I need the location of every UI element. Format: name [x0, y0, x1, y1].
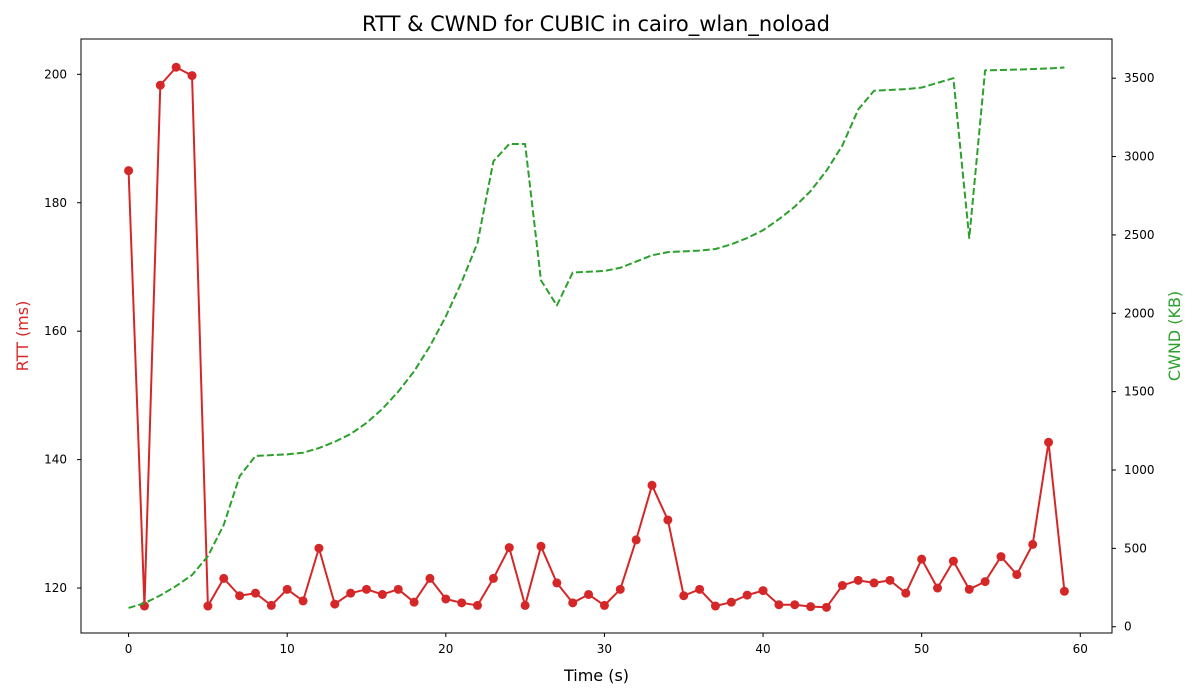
rtt-point [362, 584, 372, 594]
series-layer [124, 62, 1069, 612]
rtt-point [647, 480, 657, 490]
x-tick-label: 20 [438, 642, 453, 656]
rtt-point [774, 600, 784, 610]
rtt-point [821, 602, 831, 612]
rtt-point [742, 590, 752, 600]
rtt-point [901, 588, 911, 598]
rtt-point [695, 584, 705, 594]
y-left-tick-label: 180 [44, 196, 67, 210]
rtt-point [869, 578, 879, 588]
rtt-point [250, 588, 260, 598]
rtt-point [536, 541, 546, 551]
rtt-point [203, 601, 213, 611]
rtt-point [885, 575, 895, 585]
plot-frame [80, 38, 1113, 634]
rtt-point [441, 594, 451, 604]
y-right-tick-label: 3000 [1124, 150, 1155, 164]
rtt-point [488, 573, 498, 583]
rtt-point [377, 589, 387, 599]
y-right-tick-label: 1000 [1124, 463, 1155, 477]
rtt-point [124, 166, 134, 176]
rtt-point [473, 600, 483, 610]
chart-title: RTT & CWND for CUBIC in cairo_wlan_noloa… [362, 12, 830, 37]
y-left-tick-label: 140 [44, 453, 67, 467]
rtt-point [853, 575, 863, 585]
x-tick-label: 30 [597, 642, 612, 656]
rtt-point [996, 552, 1006, 562]
rtt-point [710, 601, 720, 611]
x-axis-title: Time (s) [563, 666, 629, 685]
rtt-point [298, 596, 308, 606]
y-right-tick-label: 3500 [1124, 71, 1155, 85]
rtt-point [1028, 539, 1038, 549]
rtt-point [1044, 437, 1054, 447]
rtt-point [155, 80, 165, 90]
rtt-point [457, 598, 467, 608]
rtt-point [282, 584, 292, 594]
rtt-point [568, 598, 578, 608]
y-left-tick-label: 200 [44, 67, 67, 81]
rtt-point [790, 600, 800, 610]
rtt-point [948, 556, 958, 566]
y-right-axis-title: CWND (KB) [1165, 291, 1184, 381]
rtt-point [314, 543, 324, 553]
y-right-tick-label: 1500 [1124, 385, 1155, 399]
rtt-point [615, 584, 625, 594]
x-tick-label: 50 [914, 642, 929, 656]
rtt-point [980, 577, 990, 587]
rtt-point [520, 600, 530, 610]
y-right-tick-label: 0 [1124, 620, 1132, 634]
y-right-tick-label: 2500 [1124, 228, 1155, 242]
rtt-point [425, 573, 435, 583]
y-left-tick-label: 120 [44, 581, 67, 595]
x-tick-label: 60 [1073, 642, 1088, 656]
y-right-tick-label: 2000 [1124, 306, 1155, 320]
rtt-point [663, 515, 673, 525]
rtt-point [266, 600, 276, 610]
rtt-point [171, 62, 181, 72]
rtt-point [631, 535, 641, 545]
ticks-layer: 0 10 20 30 40 50 60120140160180200050010001500… [44, 67, 1154, 656]
rtt-point [806, 602, 816, 612]
rtt-point [758, 586, 768, 596]
rtt-point [187, 71, 197, 81]
y-left-tick-label: 160 [44, 324, 67, 338]
rtt-point [599, 600, 609, 610]
rtt-point [1059, 586, 1069, 596]
rtt-point [393, 584, 403, 594]
x-tick-label: 40 [755, 642, 770, 656]
rtt-point [837, 580, 847, 590]
cwnd-series-line [128, 66, 1065, 609]
x-tick-label: 0 [125, 642, 133, 656]
rtt-point [235, 591, 245, 601]
rtt-point [330, 599, 340, 609]
rtt-point [933, 583, 943, 593]
x-tick-label: 10 [280, 642, 295, 656]
rtt-point [219, 573, 229, 583]
y-right-tick-label: 500 [1124, 541, 1147, 555]
y-left-axis-title: RTT (ms) [13, 301, 32, 372]
rtt-point [679, 591, 689, 601]
rtt-point [504, 543, 514, 553]
rtt-point [917, 554, 927, 564]
rtt-point [726, 597, 736, 607]
rtt-point [1012, 570, 1022, 580]
rtt-point [346, 588, 356, 598]
rtt-point [964, 584, 974, 594]
rtt-point [409, 597, 419, 607]
rtt-point [584, 589, 594, 599]
rtt-point [552, 578, 562, 588]
